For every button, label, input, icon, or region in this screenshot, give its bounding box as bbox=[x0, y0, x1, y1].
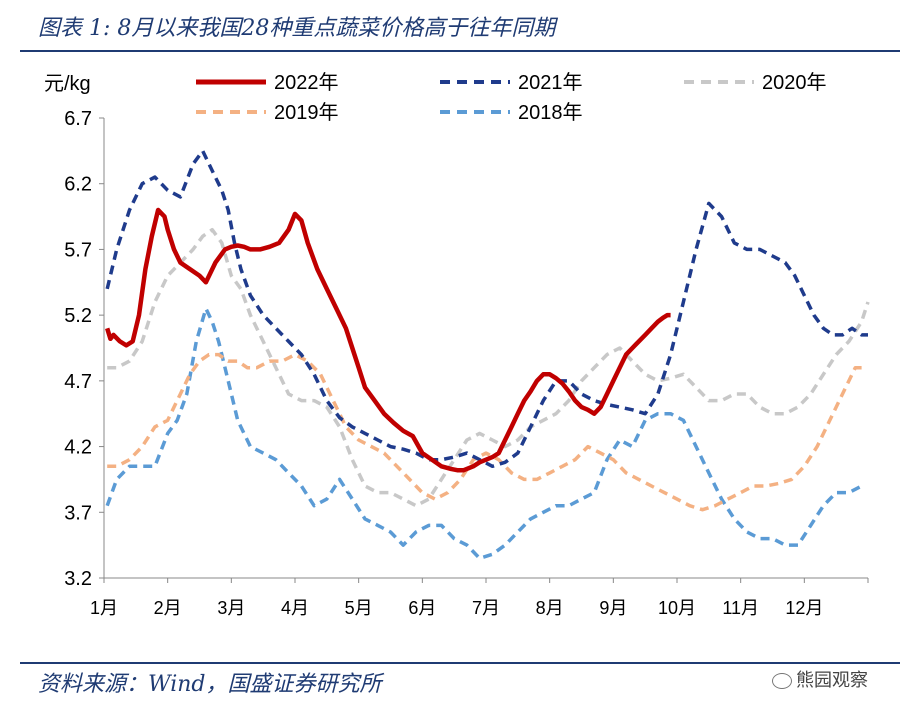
y-tick-label: 4.2 bbox=[64, 437, 92, 459]
series-line bbox=[105, 306, 863, 561]
x-tick-label: 10月 bbox=[658, 598, 696, 618]
series-line bbox=[105, 207, 671, 473]
x-tick-label: 7月 bbox=[472, 598, 500, 618]
y-tick-label: 5.2 bbox=[64, 305, 92, 327]
bottom-rule bbox=[20, 662, 900, 664]
y-tick-label: 6.7 bbox=[64, 108, 92, 130]
watermark: 熊园观察 bbox=[772, 666, 868, 692]
source-note: 资料来源：Wind，国盛证券研究所 bbox=[38, 672, 382, 697]
y-tick-label: 6.2 bbox=[64, 174, 92, 196]
y-tick-label: 3.7 bbox=[64, 502, 92, 524]
series-line bbox=[107, 227, 870, 508]
x-tick-label: 6月 bbox=[408, 598, 436, 618]
series-line bbox=[107, 352, 862, 512]
x-tick-label: 5月 bbox=[345, 598, 373, 618]
x-tick-label: 4月 bbox=[281, 598, 309, 618]
x-tick-label: 8月 bbox=[536, 598, 564, 618]
y-tick-label: 3.2 bbox=[64, 568, 92, 590]
watermark-text: 熊园观察 bbox=[796, 670, 868, 691]
series-line bbox=[105, 149, 868, 469]
x-tick-label: 2月 bbox=[154, 598, 182, 618]
y-tick-label: 5.7 bbox=[64, 239, 92, 261]
x-tick-label: 9月 bbox=[599, 598, 627, 618]
chart-title: 图表 1: 8月以来我国28种重点蔬菜价格高于往年同期 bbox=[38, 16, 556, 41]
x-tick-label: 11月 bbox=[722, 598, 759, 618]
top-rule bbox=[20, 50, 900, 52]
legend-label: 2021年 bbox=[518, 71, 583, 94]
y-tick-label: 4.7 bbox=[64, 371, 92, 393]
legend-label: 2018年 bbox=[518, 101, 583, 124]
legend-label: 2019年 bbox=[274, 101, 339, 124]
x-tick-label: 1月 bbox=[90, 598, 118, 618]
legend-label: 2020年 bbox=[762, 71, 827, 94]
wechat-icon bbox=[772, 673, 792, 689]
legend-label: 2022年 bbox=[274, 71, 339, 94]
y-axis-label: 元/kg bbox=[44, 73, 91, 95]
x-tick-label: 3月 bbox=[217, 598, 245, 618]
x-tick-label: 12月 bbox=[785, 598, 823, 618]
